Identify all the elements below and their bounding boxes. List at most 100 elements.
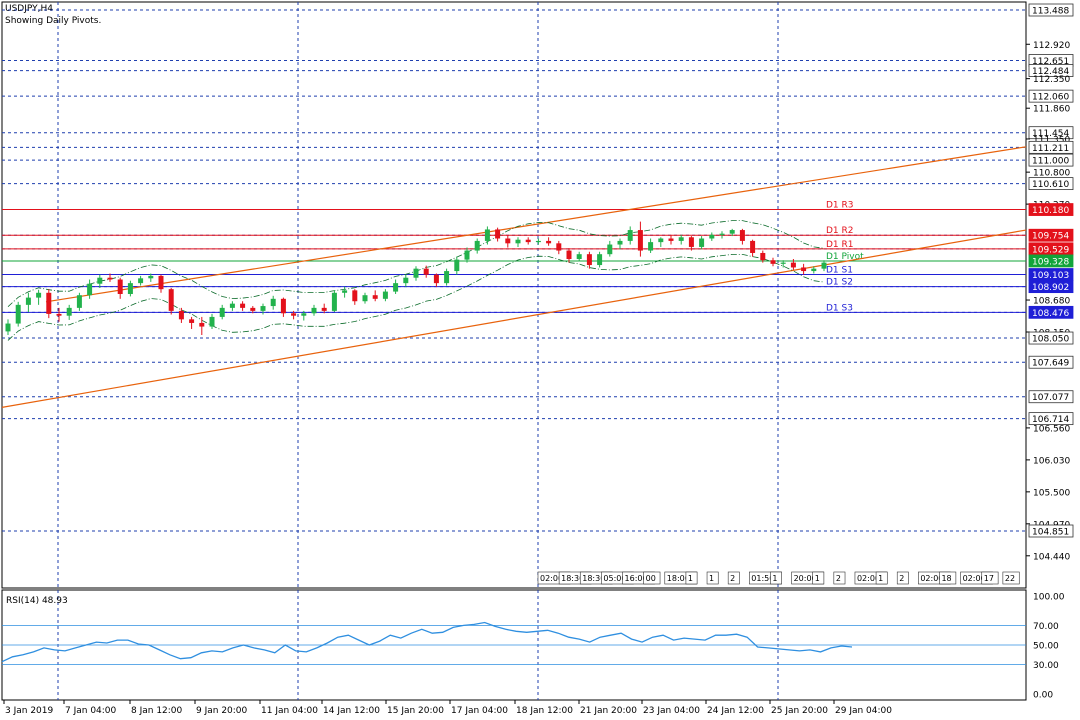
price-label-box [1028,3,1074,17]
time-axis-label: 8 Jan 12:00 [131,706,183,716]
rsi-axis-label: 70.00 [1033,622,1059,632]
time-marker-label: 2 [836,574,841,583]
time-axis-label: 29 Jan 04:00 [835,706,892,716]
candle-body [790,262,796,268]
price-label: 106.714 [1032,415,1069,425]
candle-body [199,322,205,327]
price-label: 109.754 [1032,232,1069,242]
time-marker-label: 02:00 [920,574,943,583]
price-label: 112.350 [1033,75,1070,85]
candle-body [586,254,592,266]
candle-body [270,298,276,307]
time-marker-label: 2 [899,574,904,583]
candle-body [423,268,429,275]
pivots-subtitle: Showing Daily Pivots. [5,16,102,26]
candle-body [658,238,664,243]
price-label-box [1028,140,1074,154]
time-marker-box [812,571,825,585]
pivot-label: D1 S3 [826,303,853,313]
main-panel-frame [1,1,1027,589]
time-marker-label: 1 [815,574,820,583]
candle-body [178,310,184,320]
price-label: 105.500 [1033,488,1070,498]
time-marker-box [833,571,846,585]
pivot-label: D1 Pivot [826,252,864,262]
symbol-label: USDJPY,H4 [5,4,53,14]
price-label: 110.610 [1032,180,1069,190]
time-marker-label: 20:00 [794,574,817,583]
candle-body [495,229,501,239]
time-axis-label: 18 Jan 12:00 [516,706,573,716]
upper-trendline [45,146,1027,303]
price-label: 109.328 [1032,257,1069,267]
candle-body [342,290,348,293]
price-label: 107.077 [1032,393,1069,403]
time-axis-label: 11 Jan 04:00 [261,706,318,716]
candle-body [760,252,766,261]
price-label: 108.050 [1032,335,1069,345]
candle-body [56,313,62,316]
price-label: 111.000 [1032,157,1069,167]
rsi-axis-label: 50.00 [1033,642,1059,652]
price-label: 109.103 [1032,271,1069,281]
candle-body [444,271,450,284]
price-label-box [1028,412,1074,426]
time-axis-label: 23 Jan 04:00 [643,706,700,716]
candle-body [117,279,123,294]
time-axis: 3 Jan 2019 7 Jan 04:00 8 Jan 12:00 9 Jan 20… [3,700,892,716]
rsi-line [1,621,853,663]
time-axis-label: 15 Jan 20:00 [387,706,444,716]
candle-body [168,289,174,311]
price-label: 113.488 [1032,7,1069,17]
candle-body [556,243,562,251]
price-label: 107.649 [1032,359,1069,369]
candle-body [97,277,103,284]
candle-body [127,283,133,294]
candle-body [648,242,654,251]
candle-body [811,268,817,272]
candle-body [321,307,327,311]
price-label: 111.860 [1033,105,1070,115]
candle-body [250,307,256,311]
candle-body [393,283,399,292]
price-label: 112.920 [1033,41,1070,51]
candle-body [219,307,225,317]
candle-body [750,240,756,253]
price-label: 112.651 [1032,57,1069,67]
candle-body [15,304,21,324]
candle-body [801,267,807,272]
time-marker-label: 17 [984,574,994,583]
candle-body [107,277,113,280]
candle-body [739,230,745,241]
price-label: 111.211 [1032,144,1069,154]
time-axis-label: 9 Jan 20:00 [196,706,248,716]
price-label: 104.440 [1033,552,1070,562]
pivot-label: D1 R1 [826,240,854,250]
price-label: 108.680 [1033,297,1070,307]
price-label-box [1028,153,1074,167]
time-marker-box [727,571,740,585]
price-label-box [1028,390,1074,404]
time-marker-label: 16:00 [625,574,648,583]
time-marker-label: 1 [772,574,777,583]
time-marker-box [770,571,782,585]
candle-body [25,297,31,305]
candle-body [260,306,266,311]
candle-body [770,260,776,264]
candle-body [668,238,674,241]
time-marker-label: 18:30 [582,574,605,583]
candle-body [138,278,144,284]
candle-body [627,230,633,241]
rsi-panel: RSI(14) 48.93 100.00 70.00 50.00 30.00 0.00 [1,593,1065,701]
price-label: 108.476 [1032,309,1069,319]
candle-body [280,298,286,314]
price-label: 104.851 [1032,528,1069,538]
price-label-box [1028,355,1074,369]
time-marker-label: 18:30 [561,574,584,583]
candle-body [699,238,705,247]
price-label-box [1028,228,1074,242]
time-axis-label: 7 Jan 04:00 [65,706,117,716]
